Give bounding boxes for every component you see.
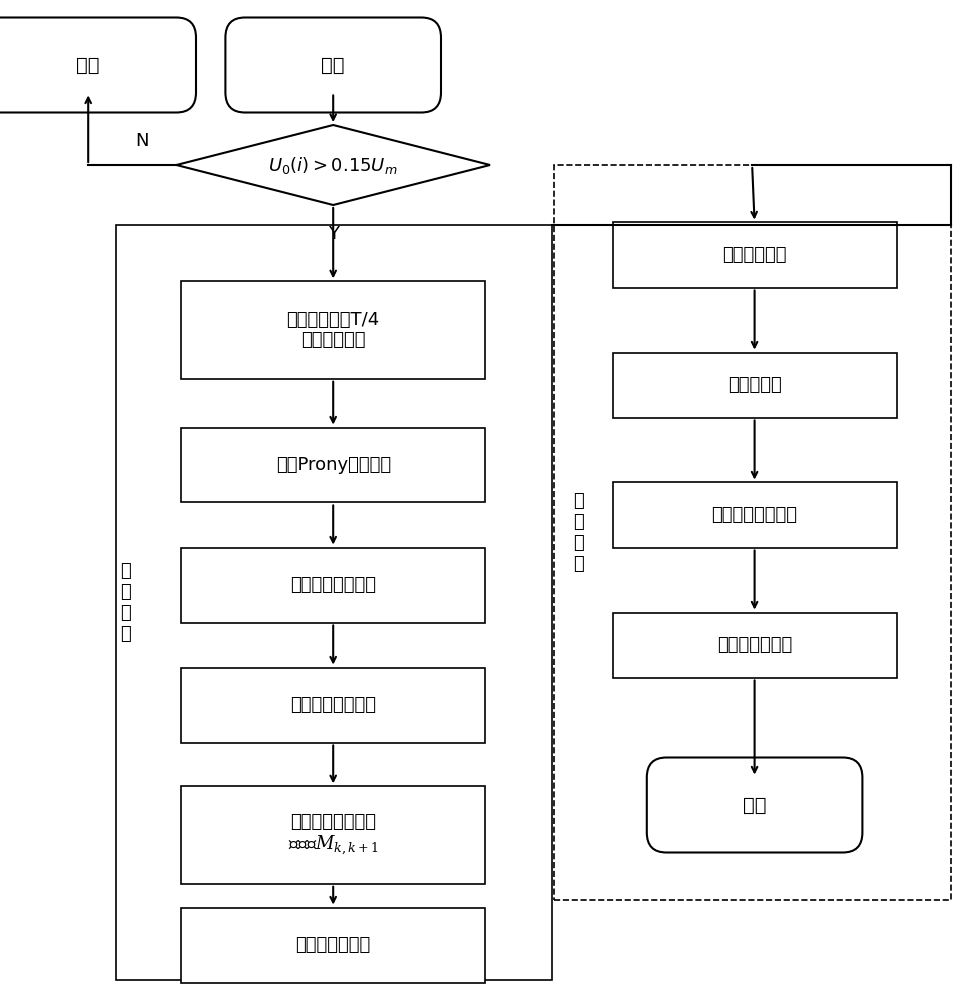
FancyBboxPatch shape — [181, 548, 485, 622]
FancyBboxPatch shape — [225, 17, 441, 112]
Polygon shape — [176, 125, 490, 205]
Text: 第
二
阶
段: 第 二 阶 段 — [573, 492, 583, 573]
Text: 结束: 结束 — [743, 796, 766, 814]
Text: 提取暂态主导分量: 提取暂态主导分量 — [290, 576, 376, 594]
Text: Y: Y — [327, 225, 339, 243]
Text: 主导分量参数上传: 主导分量参数上传 — [290, 696, 376, 714]
Text: 判断出故障相: 判断出故障相 — [722, 246, 787, 264]
FancyBboxPatch shape — [181, 428, 485, 502]
Text: 计算相邻检测点的
相对熵$M_{k,k+1}$: 计算相邻检测点的 相对熵$M_{k,k+1}$ — [288, 813, 378, 857]
FancyBboxPatch shape — [612, 353, 897, 418]
Text: 切除故障相: 切除故障相 — [728, 376, 781, 394]
FancyBboxPatch shape — [647, 758, 862, 852]
FancyBboxPatch shape — [181, 668, 485, 742]
Bar — [554, 165, 951, 900]
Text: 注入高频电压信号: 注入高频电压信号 — [711, 506, 798, 524]
FancyBboxPatch shape — [0, 17, 196, 112]
FancyBboxPatch shape — [612, 482, 897, 548]
Text: 定位出故障区段: 定位出故障区段 — [296, 936, 370, 954]
FancyBboxPatch shape — [181, 908, 485, 982]
Text: 第
一
阶
段: 第 一 阶 段 — [121, 562, 130, 643]
Text: 开始: 开始 — [321, 55, 345, 75]
Text: N: N — [135, 132, 149, 150]
Bar — [116, 225, 552, 980]
Text: $U_0(i)>0.15U_m$: $U_0(i)>0.15U_m$ — [269, 154, 398, 176]
FancyBboxPatch shape — [612, 222, 897, 288]
Text: 提取各检测点T/4
暂态零序电流: 提取各检测点T/4 暂态零序电流 — [286, 311, 380, 349]
Text: 计算出故障距离: 计算出故障距离 — [717, 636, 792, 654]
Text: 分段Prony算法拟合: 分段Prony算法拟合 — [275, 456, 391, 474]
Text: 返回: 返回 — [76, 55, 100, 75]
FancyBboxPatch shape — [181, 281, 485, 379]
FancyBboxPatch shape — [612, 612, 897, 678]
FancyBboxPatch shape — [181, 786, 485, 884]
